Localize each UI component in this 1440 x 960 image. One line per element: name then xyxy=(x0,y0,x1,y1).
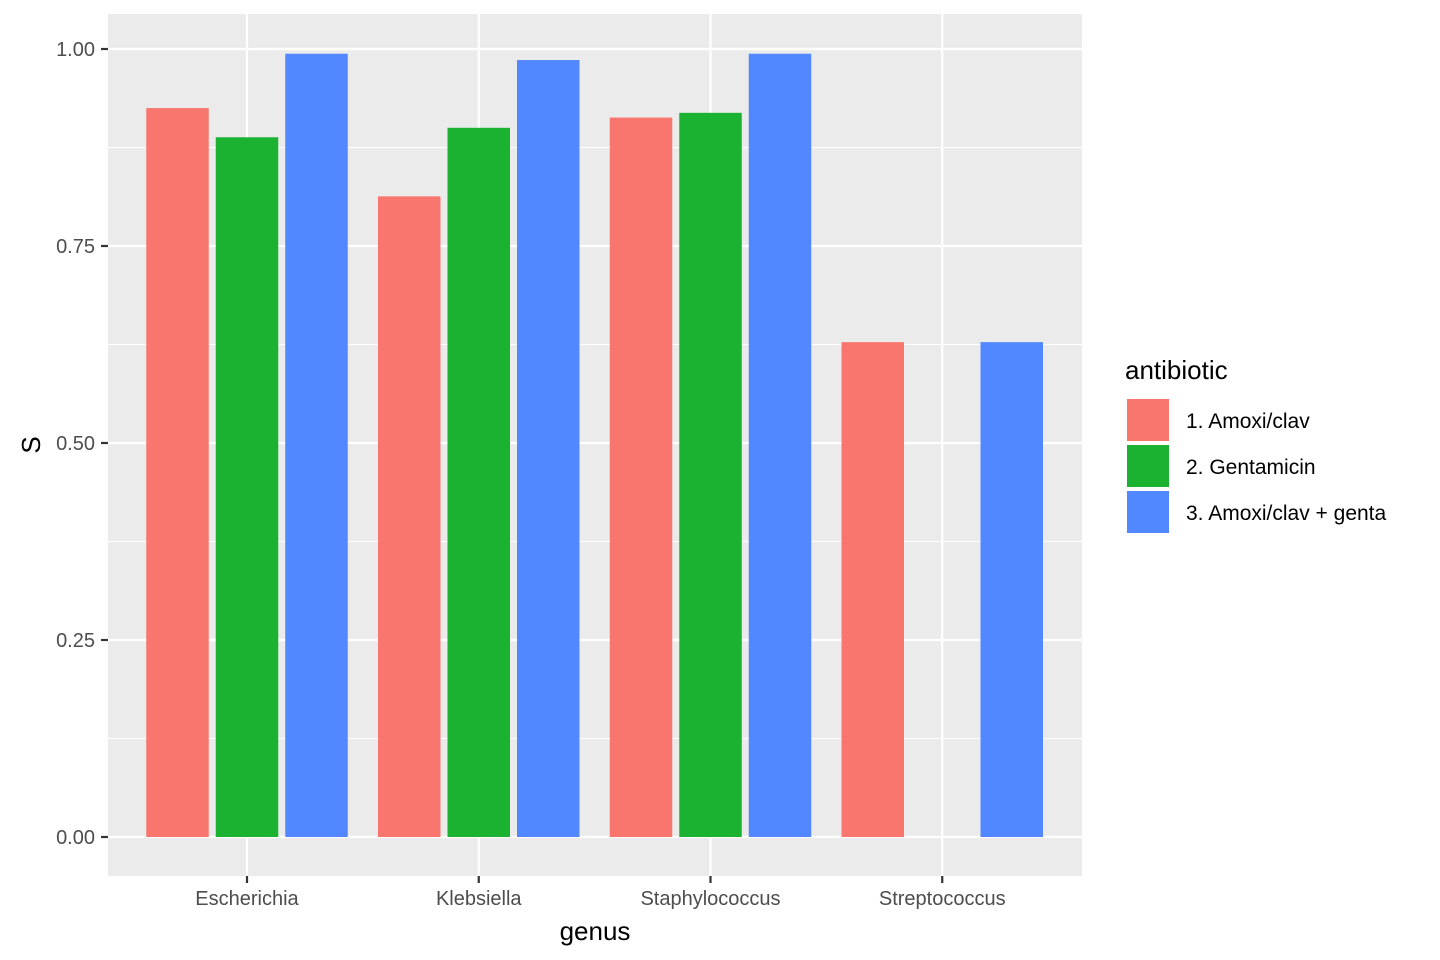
y-axis: 0.00 0.25 0.50 0.75 1.00 xyxy=(56,39,108,849)
bar-2-staphylococcus xyxy=(679,112,742,837)
legend-key-1 xyxy=(1127,399,1169,441)
bar-3-escherichia xyxy=(285,53,348,837)
legend-title: antibiotic xyxy=(1125,355,1228,385)
bar-1-streptococcus xyxy=(841,342,904,837)
x-tick-label: Escherichia xyxy=(195,888,299,910)
bar-1-escherichia xyxy=(146,108,209,838)
legend-label-3: 3. Amoxi/clav + genta xyxy=(1186,502,1387,525)
legend-key-2 xyxy=(1127,445,1169,487)
bar-1-staphylococcus xyxy=(609,117,673,837)
y-tick-label: 1.00 xyxy=(56,39,95,61)
y-tick-label: 0.25 xyxy=(56,630,95,652)
legend-key-3 xyxy=(1127,491,1169,533)
bar-1-klebsiella xyxy=(378,196,441,837)
y-tick-label: 0.75 xyxy=(56,236,95,258)
bars xyxy=(146,53,1043,838)
y-tick-label: 0.50 xyxy=(56,433,95,455)
bar-3-klebsiella xyxy=(517,60,580,838)
x-tick-label: Klebsiella xyxy=(436,888,522,910)
y-tick-label: 0.00 xyxy=(56,827,95,849)
bar-3-streptococcus xyxy=(980,342,1043,837)
bar-3-staphylococcus xyxy=(748,53,812,837)
x-tick-label: Staphylococcus xyxy=(640,888,780,910)
bar-2-klebsiella xyxy=(447,127,510,838)
bar-2-escherichia xyxy=(215,137,279,838)
x-tick-label: Streptococcus xyxy=(879,888,1006,910)
legend: antibiotic 1. Amoxi/clav 2. Gentamicin 3. … xyxy=(1125,355,1387,533)
x-axis: Escherichia Klebsiella Staphylococcus Strep… xyxy=(195,876,1006,910)
y-axis-title: S xyxy=(16,436,46,453)
legend-label-1: 1. Amoxi/clav xyxy=(1186,410,1310,433)
legend-label-2: 2. Gentamicin xyxy=(1186,456,1316,479)
x-axis-title: genus xyxy=(560,916,631,946)
